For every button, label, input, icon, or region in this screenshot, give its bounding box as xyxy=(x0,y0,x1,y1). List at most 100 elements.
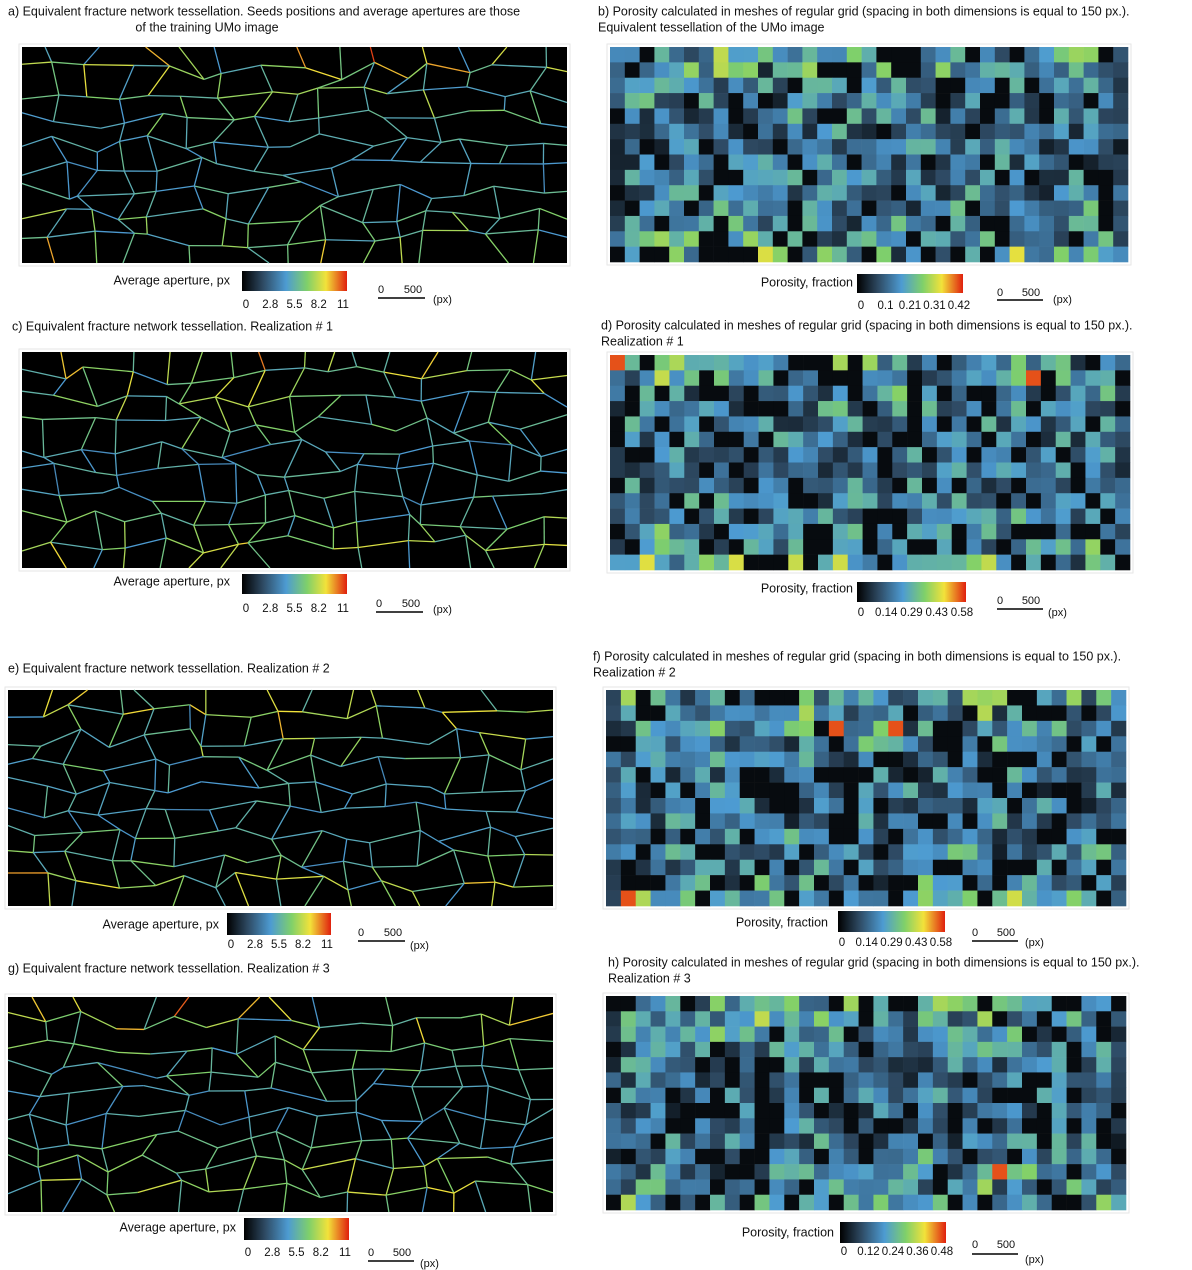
fracture xyxy=(97,169,125,172)
porosity-cell xyxy=(1096,1041,1112,1058)
porosity-cell xyxy=(680,767,696,783)
fracture xyxy=(228,522,266,526)
porosity-cell xyxy=(906,62,922,79)
porosity-cell xyxy=(903,767,919,783)
fracture xyxy=(416,830,421,867)
porosity-cell xyxy=(947,782,963,799)
porosity-cell xyxy=(773,554,789,571)
fracture xyxy=(453,432,470,442)
fracture xyxy=(294,515,334,529)
fracture xyxy=(101,1133,158,1150)
porosity-cell xyxy=(684,385,700,402)
fracture xyxy=(145,216,148,235)
porosity-cell xyxy=(695,1087,711,1104)
porosity-cell xyxy=(843,736,859,753)
porosity-cell xyxy=(814,828,830,845)
fracture xyxy=(357,539,409,549)
porosity-cell xyxy=(814,736,830,753)
fracture xyxy=(208,1072,212,1092)
porosity-cell xyxy=(654,200,670,217)
fracture xyxy=(287,220,302,246)
porosity-cell xyxy=(620,736,637,753)
porosity-cell xyxy=(699,493,715,509)
porosity-cell xyxy=(892,477,908,494)
porosity-cell xyxy=(918,844,934,861)
porosity-cell xyxy=(680,1011,696,1027)
porosity-cell xyxy=(858,736,874,753)
porosity-cell xyxy=(769,875,785,891)
porosity-cell xyxy=(1039,154,1055,171)
porosity-cell xyxy=(1022,705,1038,722)
porosity-cell xyxy=(814,798,830,814)
porosity-cell xyxy=(739,1072,755,1089)
porosity-cell xyxy=(965,93,981,109)
porosity-cell xyxy=(1024,185,1040,201)
fracture xyxy=(412,882,465,893)
porosity-cell xyxy=(1040,508,1057,525)
porosity-cell xyxy=(650,1148,666,1165)
porosity-cell xyxy=(936,539,953,555)
fracture xyxy=(32,852,49,874)
porosity-cell xyxy=(981,385,997,402)
porosity-cell xyxy=(743,462,759,479)
porosity-cell xyxy=(1007,1133,1023,1150)
fracture xyxy=(287,515,296,536)
porosity-cell xyxy=(950,77,966,94)
porosity-cell xyxy=(769,1164,785,1180)
fracture xyxy=(526,1184,532,1213)
porosity-cell xyxy=(962,1057,978,1073)
porosity-cell xyxy=(784,690,800,706)
panel-caption: c) Equivalent fracture network tessellat… xyxy=(12,319,333,333)
porosity-cell xyxy=(992,1148,1008,1165)
porosity-cell xyxy=(932,736,949,753)
fracture xyxy=(114,419,117,454)
porosity-cell xyxy=(858,1041,874,1058)
porosity-cell xyxy=(858,1118,874,1134)
porosity-cell xyxy=(1036,798,1053,814)
porosity-cell xyxy=(962,736,978,753)
porosity-cell xyxy=(1070,462,1086,479)
porosity-cell xyxy=(787,231,803,247)
porosity-cell xyxy=(769,844,785,861)
porosity-cell xyxy=(846,93,862,109)
porosity-cell xyxy=(873,720,889,737)
porosity-cell xyxy=(992,782,1008,799)
porosity-cell xyxy=(936,523,953,540)
porosity-cell xyxy=(787,62,803,79)
porosity-cell xyxy=(981,462,997,479)
porosity-cell xyxy=(724,828,741,845)
porosity-cell xyxy=(843,828,859,845)
porosity-cell xyxy=(1083,93,1099,109)
fracture xyxy=(484,218,501,235)
fracture xyxy=(58,495,68,523)
fracture xyxy=(254,91,274,117)
porosity-cell xyxy=(769,705,785,722)
colorbar-tick-label: 0 xyxy=(243,603,249,615)
porosity-cell xyxy=(1026,539,1042,555)
porosity-cell xyxy=(1007,751,1023,768)
porosity-cell xyxy=(754,782,770,799)
porosity-cell xyxy=(843,1011,859,1027)
fracture xyxy=(385,1168,395,1196)
porosity-cell xyxy=(610,169,626,186)
fracture xyxy=(268,996,293,1021)
porosity-cell xyxy=(1066,1133,1082,1150)
porosity-cell xyxy=(684,93,700,109)
porosity-cell xyxy=(684,246,700,263)
porosity-cell xyxy=(635,828,651,845)
fracture xyxy=(257,1061,276,1078)
porosity-cell xyxy=(862,539,878,555)
porosity-cell xyxy=(1022,813,1038,830)
fracture xyxy=(459,1142,481,1150)
porosity-cell xyxy=(1009,154,1025,171)
panel: d) Porosity calculated in meshes of regu… xyxy=(601,318,1134,619)
fracture xyxy=(34,831,83,837)
porosity-cell xyxy=(754,996,770,1012)
fracture xyxy=(271,838,282,856)
fracture xyxy=(201,781,260,789)
fracture xyxy=(268,181,301,189)
fracture xyxy=(376,705,425,709)
porosity-cell xyxy=(1098,77,1114,94)
porosity-cell xyxy=(610,431,626,448)
fracture xyxy=(319,205,327,240)
